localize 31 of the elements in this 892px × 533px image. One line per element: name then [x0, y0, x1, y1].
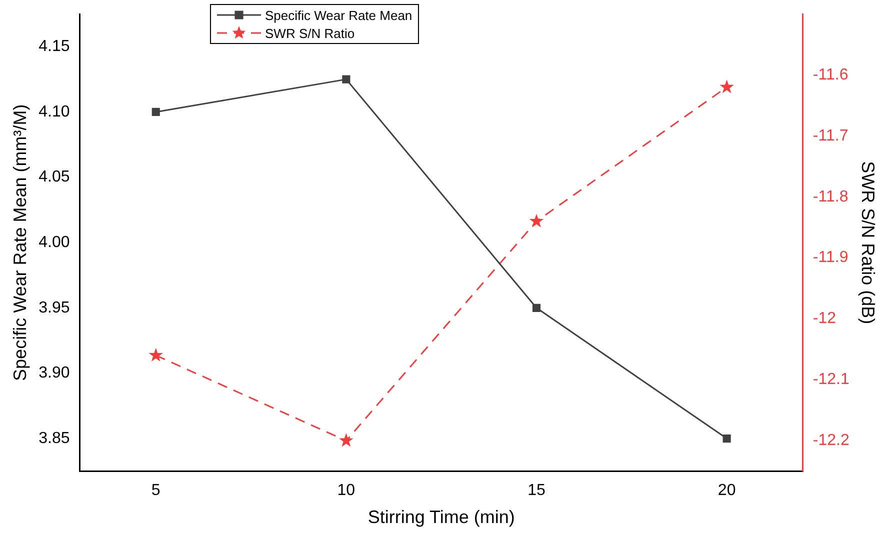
x-tick-label: 5 [151, 482, 160, 500]
y2-tick-label: -12.1 [812, 371, 850, 388]
y-tick-label: 3.90 [38, 364, 70, 382]
point [148, 348, 163, 362]
point [342, 75, 350, 84]
legend-label: SWR S/N Ratio [265, 26, 355, 40]
y2-tick-label: -12 [812, 310, 836, 328]
point [529, 214, 544, 228]
y2-tick-label: -11.7 [812, 127, 848, 144]
y-tick-label: 3.85 [38, 430, 70, 447]
y-tick-label: 4.00 [38, 234, 70, 252]
point [339, 433, 354, 447]
y2-tick-label: -11.9 [812, 249, 848, 266]
y2-tick-label: -11.8 [812, 188, 848, 206]
y2-tick-label: -11.6 [812, 66, 848, 84]
y-tick-label: 4.05 [38, 168, 70, 186]
point [532, 304, 541, 312]
x-axis-title: Stirring Time (min) [368, 507, 515, 528]
point [152, 108, 160, 116]
x-tick-label: 15 [528, 482, 546, 500]
point [722, 434, 731, 443]
legend-label: Specific Wear Rate Mean [265, 8, 412, 22]
y-axis-title: Specific Wear Rate Mean (mm³/M) [10, 104, 30, 381]
point [720, 80, 734, 94]
y-tick-label: 4.15 [38, 38, 70, 56]
y-tick-label: 3.95 [38, 299, 70, 316]
x-tick-label: 20 [718, 482, 736, 500]
x-tick-label: 10 [337, 482, 356, 500]
y-tick-label: 4.10 [38, 103, 70, 120]
y2-axis-title: SWR S/N Ratio (dB) [858, 161, 878, 324]
y2-tick-label: -12.2 [812, 432, 850, 450]
